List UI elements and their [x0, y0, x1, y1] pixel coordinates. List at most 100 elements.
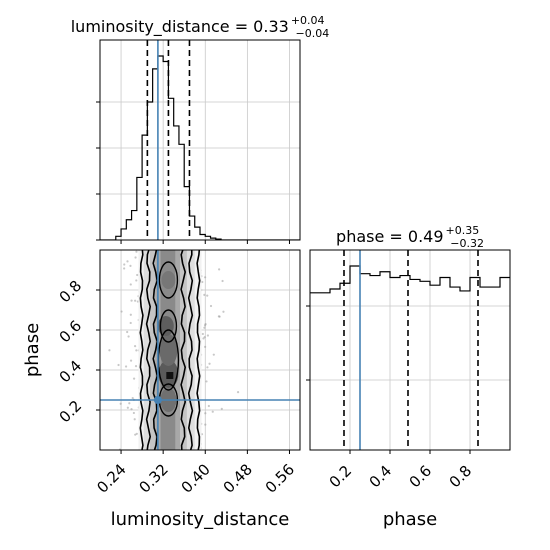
- density-2d-sample: [204, 276, 207, 279]
- density-2d-sample: [207, 404, 210, 408]
- density-2d-sample: [134, 256, 137, 259]
- density-2d-sample: [129, 321, 132, 325]
- density-2d-sample: [204, 423, 207, 426]
- density-2d-sample: [135, 250, 138, 253]
- hist-luminosity-ticks: [96, 101, 290, 244]
- density-2d-xtick-label-3: 0.48: [220, 460, 256, 496]
- density-2d-sample: [117, 363, 120, 367]
- density-2d-sample: [132, 411, 135, 415]
- density-2d-xtick-label-4: 0.56: [262, 460, 298, 496]
- density-2d-sample: [135, 349, 138, 352]
- density-2d-sample: [204, 345, 207, 348]
- density-2d-sample: [128, 402, 131, 405]
- hist-phase-ticks: 0.2 0.4 0.6 0.8: [306, 305, 475, 492]
- density-2d-sample: [201, 280, 204, 284]
- density-2d-sample: [120, 310, 123, 313]
- density-2d-sample: [133, 345, 137, 348]
- density-2d-sample: [135, 432, 138, 435]
- density-2d-sample: [212, 353, 215, 356]
- hist-phase-xlabel: phase: [383, 509, 437, 530]
- density-2d-sample: [130, 408, 133, 411]
- hist-luminosity-title: luminosity_distance = 0.33 +0.04 −0.04: [71, 14, 330, 40]
- hist-phase-title-sup: +0.35: [446, 224, 480, 237]
- hist-phase-panel: 0.2 0.4 0.6 0.8 phase = 0.49 +0.35 −0.32 phas…: [306, 224, 511, 530]
- density-2d-frame: [99, 249, 301, 451]
- density-2d-xlabel: luminosity_distance: [111, 509, 290, 530]
- density-2d-sample: [218, 268, 221, 271]
- density-2d-sample: [135, 279, 138, 282]
- density-2d-ytick-label-3: 0.8: [56, 277, 86, 307]
- density-2d-ytick-label-0: 0.2: [56, 397, 86, 427]
- density-2d-sample: [201, 332, 204, 336]
- density-2d-sample: [217, 315, 220, 318]
- density-2d-ylabel: phase: [22, 323, 43, 377]
- density-2d-sample: [206, 294, 209, 297]
- hist-luminosity-title-main: luminosity_distance = 0.33: [71, 17, 289, 37]
- density-2d-sample: [95, 400, 97, 402]
- density-2d-sample: [123, 263, 126, 266]
- density-2d-sample: [134, 299, 137, 302]
- density-2d-max-cell: [166, 372, 174, 379]
- density-2d-contour-5: [180, 250, 187, 450]
- hist-luminosity-title-sup: +0.04: [291, 14, 325, 27]
- density-2d-sample: [124, 365, 128, 368]
- hist-luminosity-panel: luminosity_distance = 0.33 +0.04 −0.04: [71, 14, 330, 244]
- density-2d-sample: [203, 293, 206, 296]
- density-2d-sample: [119, 402, 122, 405]
- density-2d-sample: [221, 279, 224, 283]
- density-2d-sample: [220, 407, 223, 411]
- density-2d-contour-0: [139, 250, 144, 450]
- density-2d-inner-contour-1: [159, 309, 178, 343]
- hist-phase-title: phase = 0.49 +0.35 −0.32: [336, 224, 484, 250]
- density-2d-sample: [209, 304, 213, 308]
- density-2d-contour-1: [196, 250, 201, 450]
- density-2d-sample: [206, 334, 210, 337]
- density-2d-sample: [129, 264, 132, 267]
- density-2d-sample: [211, 410, 214, 413]
- density-2d-sample: [204, 412, 207, 415]
- hist-phase-xtick-label-0: 0.2: [326, 462, 356, 492]
- density-2d-sample: [133, 418, 136, 421]
- density-2d-plot-area: [95, 250, 300, 450]
- density-2d-sample: [134, 364, 138, 368]
- density-2d-sample: [136, 300, 139, 303]
- density-2d-sample: [136, 273, 139, 277]
- hist-phase-step: [310, 265, 510, 294]
- density-2d-sample: [127, 335, 130, 338]
- hist-phase-xtick-label-2: 0.6: [406, 462, 436, 492]
- density-2d-sample: [203, 324, 207, 327]
- density-2d-sample: [108, 349, 111, 352]
- density-2d-sample: [123, 267, 126, 270]
- density-2d-ytick-label-2: 0.6: [56, 317, 86, 347]
- hist-luminosity-title-sub: −0.04: [296, 27, 330, 40]
- density-2d-sample: [222, 310, 225, 313]
- density-2d-ytick-label-1: 0.4: [56, 357, 86, 387]
- hist-luminosity-frame: [99, 39, 301, 241]
- density-2d-sample: [205, 380, 208, 383]
- density-2d-xtick-label-1: 0.32: [135, 460, 171, 496]
- density-2d-peak-1: [159, 334, 178, 366]
- density-2d-sample: [129, 283, 132, 286]
- density-2d-xtick-label-0: 0.24: [93, 460, 129, 496]
- hist-luminosity-grid: [100, 40, 300, 240]
- density-2d-xtick-label-2: 0.40: [178, 460, 214, 496]
- hist-phase-xtick-label-1: 0.4: [366, 462, 396, 492]
- density-2d-sample: [206, 366, 209, 369]
- density-2d-peak-3: [161, 271, 176, 289]
- density-2d-sample: [129, 359, 133, 362]
- density-2d-contour-3: [187, 250, 194, 450]
- density-2d-panel: 0.24 0.32 0.40 0.48 0.56 0.2 0.4 0.6 0.8 luminos…: [22, 249, 301, 530]
- density-2d-sample: [130, 299, 133, 302]
- density-2d-sample: [203, 336, 206, 339]
- density-2d-sample: [129, 313, 132, 316]
- density-2d-truth-point: [153, 396, 162, 404]
- density-2d-sample: [236, 391, 240, 394]
- density-2d-sample: [203, 326, 206, 329]
- density-2d-sample: [132, 377, 136, 380]
- density-2d-sample: [126, 260, 129, 263]
- hist-luminosity-step: [100, 55, 300, 240]
- density-2d-sample: [208, 362, 211, 365]
- hist-phase-title-sub: −0.32: [450, 237, 484, 250]
- density-2d-contour-2: [145, 250, 152, 450]
